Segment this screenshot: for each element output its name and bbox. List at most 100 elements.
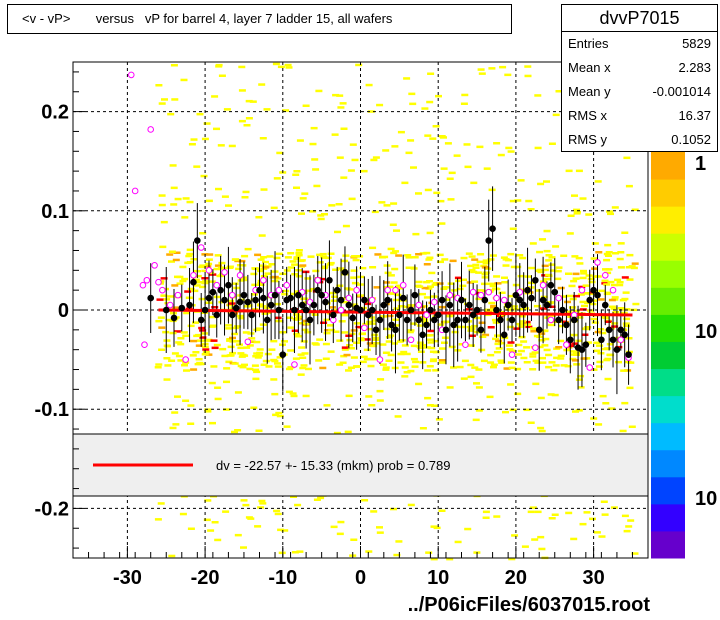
color-scale-band	[651, 341, 685, 370]
density-cell	[446, 386, 454, 389]
density-cell	[441, 341, 448, 344]
density-cell	[265, 365, 273, 368]
black-point	[481, 296, 489, 304]
density-cell	[565, 511, 573, 515]
open-point	[547, 316, 555, 324]
density-cell	[617, 307, 625, 310]
density-cell	[427, 72, 435, 75]
density-cell	[160, 220, 168, 224]
density-cell	[426, 100, 434, 104]
open-point	[213, 281, 221, 289]
density-cell	[430, 557, 438, 561]
color-scale-band	[651, 314, 685, 342]
density-cell	[501, 276, 508, 279]
color-scale-band	[651, 449, 685, 478]
density-cell	[403, 352, 411, 356]
density-cell	[432, 339, 439, 343]
density-cell	[317, 217, 325, 221]
stats-value: 5829	[682, 36, 711, 51]
density-cell	[287, 266, 295, 269]
density-cell	[237, 279, 245, 282]
open-point	[423, 311, 430, 319]
density-cell	[158, 348, 166, 351]
density-cell	[170, 203, 178, 206]
density-cell	[254, 253, 262, 257]
x-axis-label: ../P06icFiles/6037015.root	[407, 594, 650, 616]
density-cell	[341, 331, 348, 334]
density-cell	[451, 289, 459, 292]
density-cell	[271, 359, 279, 363]
density-cell	[284, 256, 292, 259]
density-cell	[520, 289, 528, 292]
density-cell	[409, 102, 417, 106]
density-cell	[478, 321, 486, 324]
density-cell	[616, 257, 624, 261]
density-cell	[187, 527, 195, 530]
density-cell	[374, 253, 382, 256]
density-cell	[303, 322, 311, 326]
open-point	[431, 298, 438, 306]
density-cell	[427, 341, 435, 344]
density-cell	[539, 356, 546, 360]
density-cell	[482, 261, 490, 265]
density-cell	[330, 525, 338, 529]
open-point	[617, 336, 625, 344]
density-cell	[175, 354, 183, 358]
density-cell	[626, 253, 634, 257]
density-cell	[537, 535, 545, 539]
density-cell	[575, 378, 583, 381]
plot-title: <v - vP> versus vP for barrel 4, layer 7…	[7, 4, 512, 34]
density-cell	[217, 266, 225, 269]
density-cell	[347, 169, 355, 172]
density-cell	[329, 291, 337, 295]
density-cell	[223, 408, 230, 411]
density-cell	[566, 232, 574, 235]
color-scale-band	[651, 260, 685, 288]
density-cell	[432, 125, 440, 128]
black-point	[477, 326, 485, 334]
density-cell	[472, 418, 480, 422]
open-point	[578, 286, 586, 294]
density-cell	[524, 275, 532, 278]
density-cell	[371, 210, 379, 214]
density-cell	[301, 352, 309, 355]
density-cell	[179, 512, 187, 516]
density-cell	[505, 146, 513, 150]
density-cell	[602, 402, 610, 405]
density-cell	[199, 232, 207, 235]
density-cell	[255, 327, 263, 330]
density-cell	[435, 94, 442, 98]
density-cell	[168, 260, 175, 263]
density-cell	[171, 411, 179, 414]
density-cell	[187, 422, 195, 425]
density-cell	[575, 339, 583, 343]
black-point	[279, 351, 287, 358]
density-cell	[252, 377, 260, 381]
density-cell	[527, 510, 535, 514]
density-cell	[451, 330, 459, 334]
density-cell	[604, 377, 612, 381]
density-cell	[379, 363, 387, 366]
density-cell	[254, 356, 262, 359]
density-cell	[223, 380, 230, 384]
density-cell	[348, 332, 356, 336]
density-cell	[484, 267, 492, 270]
density-cell	[437, 260, 444, 264]
density-cell	[205, 258, 213, 261]
density-cell	[523, 408, 531, 412]
density-cell	[300, 340, 308, 343]
black-point	[361, 296, 368, 304]
density-cell	[402, 305, 410, 309]
density-cell	[630, 266, 638, 270]
density-cell	[440, 136, 447, 139]
density-cell	[576, 262, 584, 265]
density-cell	[623, 308, 631, 311]
density-cell	[363, 338, 371, 341]
density-cell	[454, 276, 462, 280]
density-cell	[404, 254, 412, 257]
density-cell	[534, 361, 542, 364]
density-cell	[291, 263, 299, 266]
density-cell	[483, 167, 491, 170]
density-cell	[632, 302, 640, 306]
density-cell	[238, 119, 246, 123]
